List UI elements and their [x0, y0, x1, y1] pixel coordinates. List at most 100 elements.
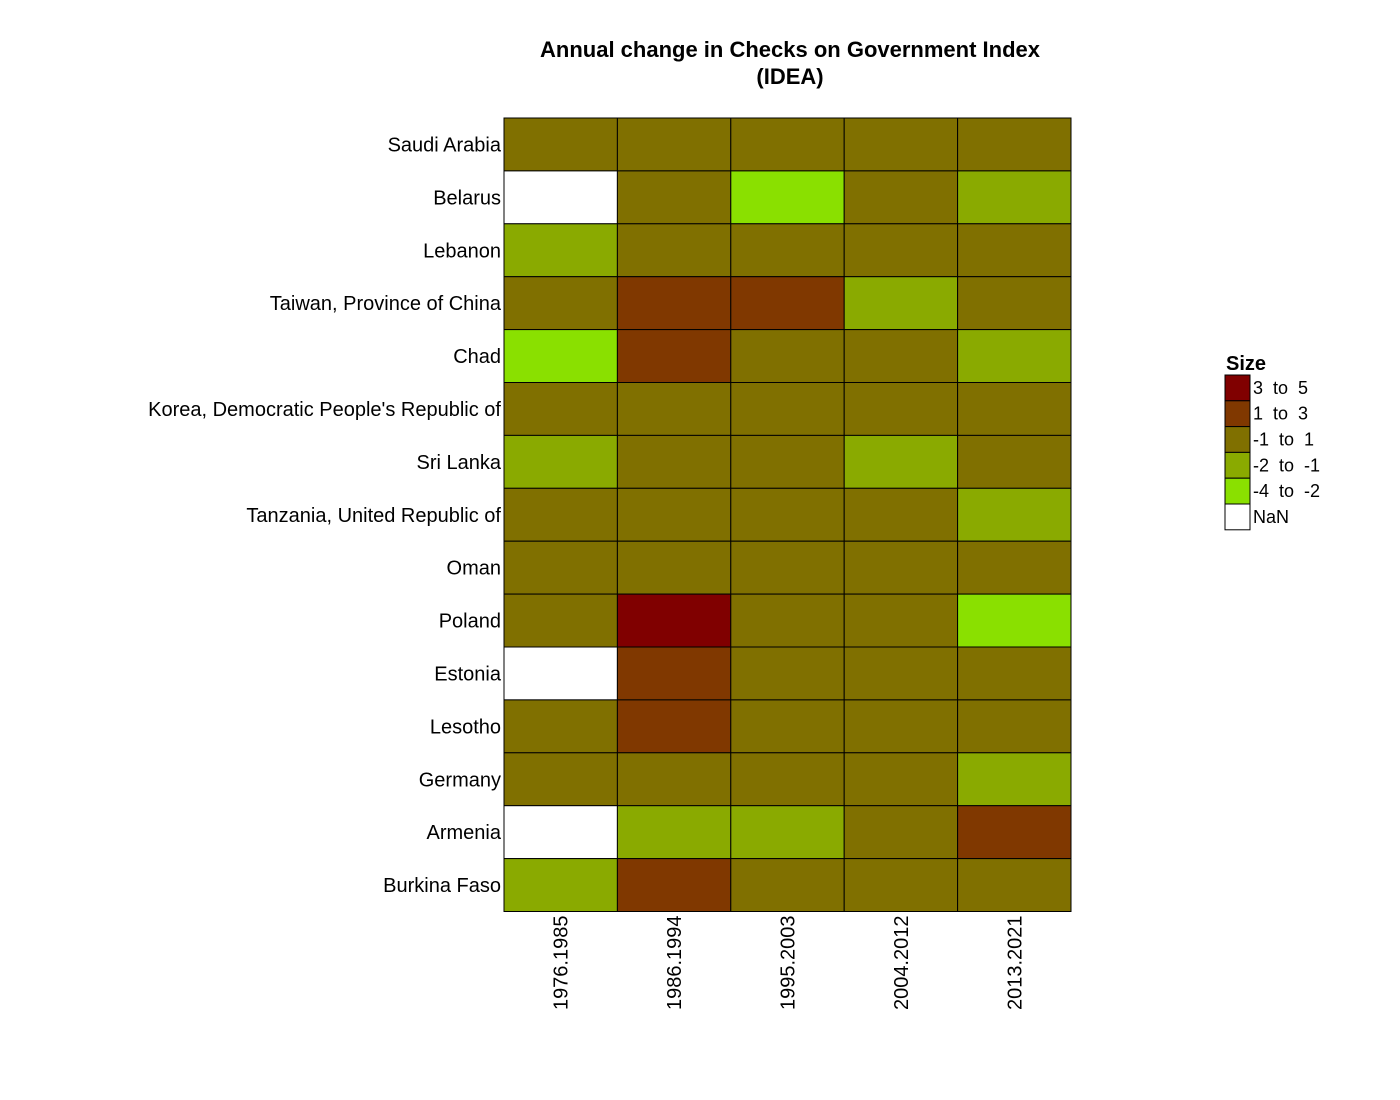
heatmap-cell	[616, 487, 732, 542]
column-label: 1995.2003	[778, 916, 800, 1011]
heatmap-cell	[843, 805, 959, 860]
heatmap-cell	[957, 805, 1072, 860]
heatmap-cell	[503, 487, 618, 542]
heatmap-cell	[503, 434, 618, 489]
heatmap-cell	[503, 805, 618, 860]
heatmap-cell	[843, 646, 959, 701]
legend-swatch	[1224, 477, 1251, 505]
heatmap-cell	[843, 487, 959, 542]
row-label: Estonia	[434, 663, 502, 685]
heatmap-cell	[730, 434, 845, 489]
heatmap-cell	[503, 646, 618, 701]
heatmap-cell	[503, 540, 618, 595]
heatmap-cell	[616, 752, 732, 807]
heatmap-cell	[843, 858, 959, 912]
heatmap-cell	[616, 117, 732, 172]
heatmap-cell	[843, 117, 959, 172]
heatmap-cell	[730, 276, 845, 331]
heatmap-cell	[503, 117, 618, 172]
heatmap-cell	[957, 858, 1072, 912]
heatmap-cell	[616, 434, 732, 489]
heatmap-cell	[843, 329, 959, 384]
legend-swatch	[1224, 503, 1251, 531]
column-label: 2013.2021	[1004, 916, 1026, 1011]
column-label: 1976.1985	[551, 916, 573, 1011]
heatmap-cell	[730, 329, 845, 384]
heatmap-cell	[616, 382, 732, 436]
heatmap-cell	[616, 540, 732, 595]
column-labels: 1976.1985 1986.1994 1995.2003 2004.2012 2013…	[551, 916, 1027, 1011]
heatmap-cell	[957, 540, 1072, 595]
heatmap-cell	[730, 170, 845, 225]
heatmap-cells	[503, 117, 1072, 912]
heatmap-cell	[843, 170, 959, 225]
row-label: Germany	[419, 769, 501, 791]
heatmap-cell	[503, 858, 618, 912]
row-label: Taiwan, Province of China	[270, 293, 502, 315]
heatmap-cell	[843, 540, 959, 595]
chart-title: Annual change in Checks on Government In…	[540, 37, 1041, 89]
heatmap-cell	[616, 858, 732, 912]
chart-title-line-2: (IDEA)	[756, 64, 823, 89]
legend-label: NaN	[1253, 507, 1289, 527]
heatmap-cell	[843, 434, 959, 489]
heatmap-cell	[730, 223, 845, 278]
heatmap-cell	[843, 593, 959, 648]
heatmap-cell	[730, 858, 845, 912]
heatmap-cell	[503, 329, 618, 384]
heatmap-cell	[616, 646, 732, 701]
heatmap-cell	[957, 752, 1072, 807]
heatmap-cell	[503, 699, 618, 754]
heatmap-cell	[503, 382, 618, 436]
row-label: Chad	[453, 346, 501, 368]
heatmap-cell	[730, 382, 845, 436]
row-labels: Saudi Arabia Belarus Lebanon Taiwan, Provin…	[148, 134, 502, 897]
heatmap-cell	[503, 593, 618, 648]
legend-label: -2 to -1	[1253, 455, 1320, 475]
legend-title: Size	[1226, 353, 1266, 375]
heatmap-cell	[843, 382, 959, 436]
heatmap-cell	[843, 699, 959, 754]
heatmap-cell	[730, 699, 845, 754]
heatmap-cell	[730, 117, 845, 172]
heatmap-cell	[957, 117, 1072, 172]
heatmap-cell	[957, 699, 1072, 754]
row-label: Burkina Faso	[383, 875, 501, 897]
heatmap-cell	[503, 223, 618, 278]
heatmap-cell	[730, 805, 845, 860]
row-label: Sri Lanka	[417, 452, 502, 474]
legend-swatch	[1224, 426, 1251, 453]
column-label: 1986.1994	[664, 916, 686, 1011]
heatmap-cell	[730, 593, 845, 648]
row-label: Lebanon	[423, 240, 501, 262]
heatmap-cell	[957, 170, 1072, 225]
legend: Size 3 to 5 1 to 3 -1 to 1 -2 to -1 -4 to -2…	[1224, 353, 1320, 531]
heatmap-cell	[730, 646, 845, 701]
row-label: Lesotho	[430, 716, 501, 738]
heatmap-cell	[957, 276, 1072, 331]
heatmap-cell	[730, 487, 845, 542]
column-label: 2004.2012	[891, 916, 913, 1011]
heatmap-cell	[957, 223, 1072, 278]
legend-label: -4 to -2	[1253, 481, 1320, 501]
row-label: Saudi Arabia	[388, 134, 502, 156]
heatmap-cell	[957, 487, 1072, 542]
heatmap-cell	[843, 276, 959, 331]
heatmap-cell	[616, 276, 732, 331]
heatmap-cell	[843, 752, 959, 807]
heatmap-cell	[616, 805, 732, 860]
row-label: Armenia	[427, 822, 502, 844]
heatmap-cell	[957, 329, 1072, 384]
heatmap-cell	[957, 382, 1072, 436]
row-label: Belarus	[433, 187, 501, 209]
legend-label: 3 to 5	[1253, 378, 1308, 398]
heatmap-cell	[957, 434, 1072, 489]
heatmap-cell	[616, 223, 732, 278]
heatmap-cell	[957, 646, 1072, 701]
heatmap-cell	[616, 170, 732, 225]
heatmap-cell	[616, 699, 732, 754]
heatmap-cell	[503, 752, 618, 807]
heatmap-cell	[957, 593, 1072, 648]
row-label: Oman	[447, 558, 501, 580]
